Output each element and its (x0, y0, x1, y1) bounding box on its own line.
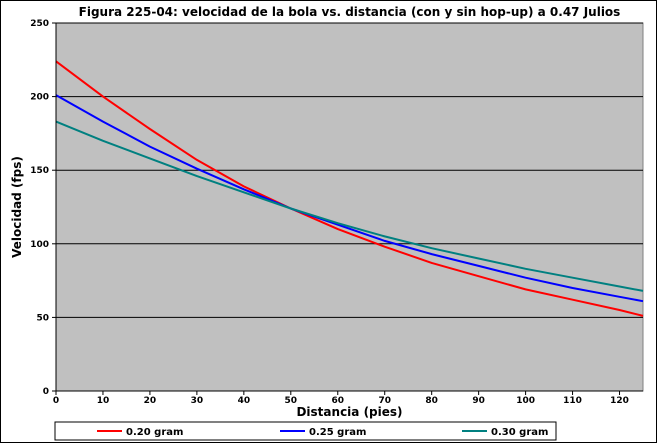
legend-label-0-20-gram: 0.20 gram (126, 427, 183, 438)
series-line-0-20-gram (55, 60, 644, 317)
x-tick-label-70: 70 (378, 396, 391, 406)
chart-title: Figura 225-04: velocidad de la bola vs. … (79, 5, 621, 19)
x-ticks: 0 10 20 30 40 50 60 70 80 90 100 110 120 (53, 391, 629, 406)
grid-lines (56, 22, 643, 318)
x-tick-label-100: 100 (516, 396, 535, 406)
y-tick-label-0: 0 (43, 387, 49, 397)
legend-label-0-30-gram: 0.30 gram (491, 427, 548, 438)
x-tick-label-90: 90 (472, 396, 485, 406)
y-tick-label-250: 250 (30, 19, 49, 29)
x-tick-label-110: 110 (563, 396, 582, 406)
series-line-0-25-gram (55, 94, 644, 303)
x-tick-label-30: 30 (191, 396, 204, 406)
y-tick-label-50: 50 (36, 313, 49, 323)
y-tick-label-200: 200 (30, 93, 49, 103)
x-tick-label-20: 20 (144, 396, 157, 406)
y-axis-title: Velocidad (fps) (10, 156, 24, 258)
series-line-0-30-gram (55, 120, 644, 292)
plot-area (55, 22, 644, 392)
legend-box (54, 421, 557, 441)
y-tick-label-100: 100 (30, 240, 49, 250)
x-tick-label-10: 10 (97, 396, 110, 406)
x-tick-label-120: 120 (610, 396, 629, 406)
x-axis-title: Distancia (pies) (296, 405, 402, 419)
y-tick-label-150: 150 (30, 166, 49, 176)
x-tick-label-50: 50 (285, 396, 298, 406)
x-tick-label-80: 80 (425, 396, 438, 406)
legend-label-0-25-gram: 0.25 gram (309, 427, 366, 438)
x-tick-label-0: 0 (53, 396, 59, 406)
x-tick-label-60: 60 (331, 396, 344, 406)
legend: 0.20 gram 0.25 gram 0.30 gram (54, 421, 557, 441)
x-tick-label-40: 40 (238, 396, 251, 406)
series-group (55, 60, 644, 317)
y-ticks: 0 50 100 150 200 250 (30, 19, 56, 397)
